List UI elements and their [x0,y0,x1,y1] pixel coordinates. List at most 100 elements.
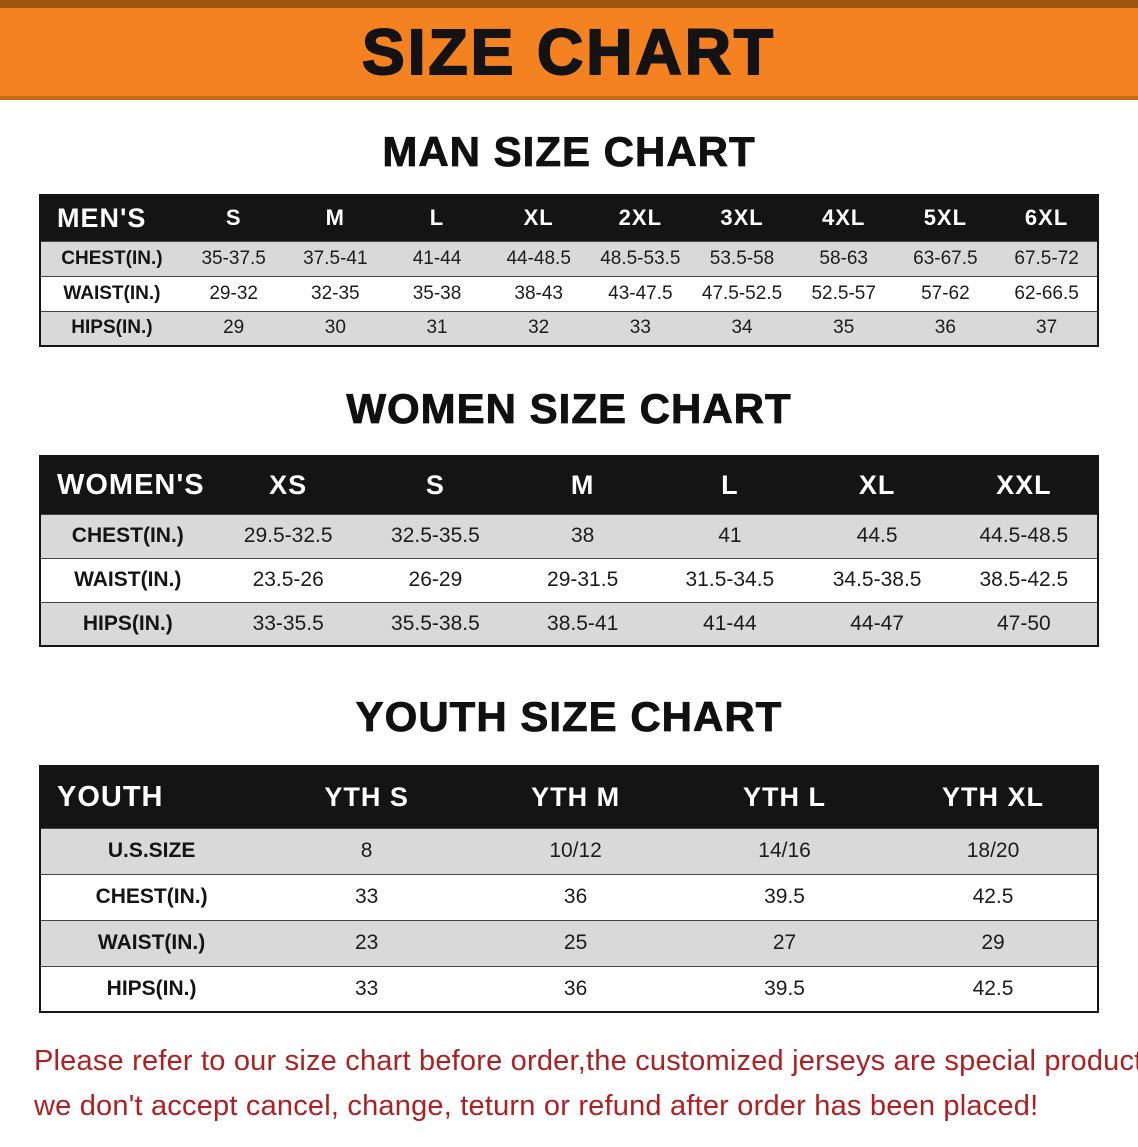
size-header-cell: YTH M [471,766,681,828]
size-header-cell: 2XL [589,195,692,241]
women-size-section: WOMEN SIZE CHART WOMEN'S XS S M L XL XXL CHEST(… [0,385,1138,647]
value-cell: 41 [718,524,742,547]
value-cell: 35-37.5 [201,247,266,269]
value-cell: 44-47 [850,611,904,635]
women-size-table: WOMEN'S XS S M L XL XXL CHEST(IN.) 29.5-32.5 32.5… [39,455,1099,647]
youth-size-table: YOUTH YTH S YTH M YTH L YTH XL U.S.SIZE 8 10/12… [39,765,1099,1013]
youth-size-section: YOUTH SIZE CHART YOUTH YTH S YTH M YTH L YTH… [0,693,1138,1013]
value-cell: 34 [731,317,753,339]
value-cell: 57-62 [921,282,970,304]
size-header-cell: YTH S [262,766,472,828]
page-title: SIZE CHART [361,15,776,89]
value-cell: 32-35 [311,282,360,304]
value-cell: 33 [354,885,379,908]
value-cell: 44.5 [856,524,898,547]
value-cell: 32.5-35.5 [391,524,480,547]
value-cell: 33 [629,317,651,339]
row-label-cell: HIPS(IN.) [71,317,153,339]
value-cell: 35-38 [412,282,462,304]
size-header-cell: S [361,456,510,514]
size-header-cell: XL [803,456,951,514]
size-header-cell: 5XL [894,195,997,241]
measurement-row: CHEST(IN.) 35-37.5 37.5-41 41-44 44-48.5 48.5… [40,241,1098,276]
men-size-table: MEN'S S M L XL 2XL 3XL 4XL 5XL 6XL CHEST(IN.) 35-37… [39,194,1099,347]
value-cell: 44-48.5 [506,247,571,269]
value-cell: 33 [354,976,379,1000]
size-header-cell: 3XL [691,195,793,241]
value-cell: 36 [563,885,588,908]
measurement-row: HIPS(IN.) 33-35.5 35.5-38.5 38.5-41 41-44 44-… [40,602,1098,646]
value-cell: 26-29 [408,568,463,591]
measurement-row: HIPS(IN.) 29 30 31 32 33 34 35 36 37 [40,311,1098,346]
value-cell: 44.5-48.5 [979,524,1069,547]
value-cell: 31.5-34.5 [685,568,775,591]
value-cell: 39.5 [764,976,805,1000]
row-label-cell: CHEST(IN.) [71,524,184,547]
value-cell: 29-32 [209,282,258,304]
row-label-cell: WAIST(IN.) [97,931,206,954]
header-row: WOMEN'S XS S M L XL XXL [40,456,1098,514]
value-cell: 38.5-42.5 [979,568,1069,591]
value-cell: 52.5-57 [811,282,876,304]
disclaimer-note: Please refer to our size chart before or… [34,1039,1138,1129]
size-header-cell: L [386,195,488,241]
value-cell: 29 [981,931,1005,954]
value-cell: 38 [570,524,595,547]
youth-section-heading: YOUTH SIZE CHART [355,693,783,741]
value-cell: 32 [528,317,550,339]
value-cell: 67.5-72 [1014,247,1079,269]
table-title-cell: YOUTH [40,766,263,828]
value-cell: 34.5-38.5 [832,568,922,591]
men-size-section: MAN SIZE CHART MEN'S S M L XL 2XL 3XL 4XL 5XL 6XL… [0,128,1138,347]
measurement-row: WAIST(IN.) 29-32 32-35 35-38 38-43 43-47.5 47.… [40,276,1098,311]
header-row: YOUTH YTH S YTH M YTH L YTH XL [40,766,1098,828]
row-label-cell: U.S.SIZE [107,839,196,862]
value-cell: 35 [833,317,855,339]
value-cell: 36 [934,317,956,339]
value-cell: 39.5 [764,885,805,908]
table-title-cell: WOMEN'S [40,456,215,514]
value-cell: 37.5-41 [303,247,368,269]
measurement-row: CHEST(IN.) 33 36 39.5 42.5 [40,874,1098,920]
value-cell: 35.5-38.5 [391,611,480,635]
value-cell: 63-67.5 [913,247,978,269]
measurement-row: WAIST(IN.) 23.5-26 26-29 29-31.5 31.5-34.5 34… [40,558,1098,602]
value-cell: 18/20 [966,839,1020,862]
value-cell: 58-63 [819,247,868,269]
value-cell: 23 [354,931,379,954]
row-label-cell: HIPS(IN.) [106,976,197,1000]
value-cell: 31 [426,317,448,339]
value-cell: 47.5-52.5 [701,282,783,304]
value-cell: 42.5 [972,885,1014,908]
value-cell: 38-43 [514,282,563,304]
size-header-cell: XXL [950,456,1098,514]
value-cell: 8 [360,839,373,862]
value-cell: 23.5-26 [252,568,324,591]
measurement-row: U.S.SIZE 8 10/12 14/16 18/20 [40,828,1098,874]
size-header-cell: 6XL [996,195,1098,241]
disclaimer-line-1: Please refer to our size chart before or… [34,1045,1138,1077]
value-cell: 37 [1036,317,1058,339]
value-cell: 41-44 [412,247,462,269]
top-banner: SIZE CHART [0,0,1138,100]
size-header-cell: YTH L [680,766,890,828]
value-cell: 29-31.5 [547,568,619,591]
size-header-cell: S [182,195,285,241]
row-label-cell: WAIST(IN.) [74,568,182,591]
row-label-cell: HIPS(IN.) [82,611,173,635]
value-cell: 38.5-41 [547,611,619,635]
women-section-heading: WOMEN SIZE CHART [346,385,792,433]
value-cell: 29.5-32.5 [243,524,333,547]
value-cell: 47-50 [997,611,1051,635]
value-cell: 30 [324,317,346,339]
size-header-cell: M [284,195,387,241]
value-cell: 43-47.5 [608,282,673,304]
row-label-cell: CHEST(IN.) [61,247,163,269]
value-cell: 10/12 [549,839,602,862]
value-cell: 62-66.5 [1014,282,1079,304]
value-cell: 48.5-53.5 [600,247,681,269]
men-section-heading: MAN SIZE CHART [382,128,756,176]
size-header-cell: M [509,456,657,514]
value-cell: 14/16 [758,839,811,862]
